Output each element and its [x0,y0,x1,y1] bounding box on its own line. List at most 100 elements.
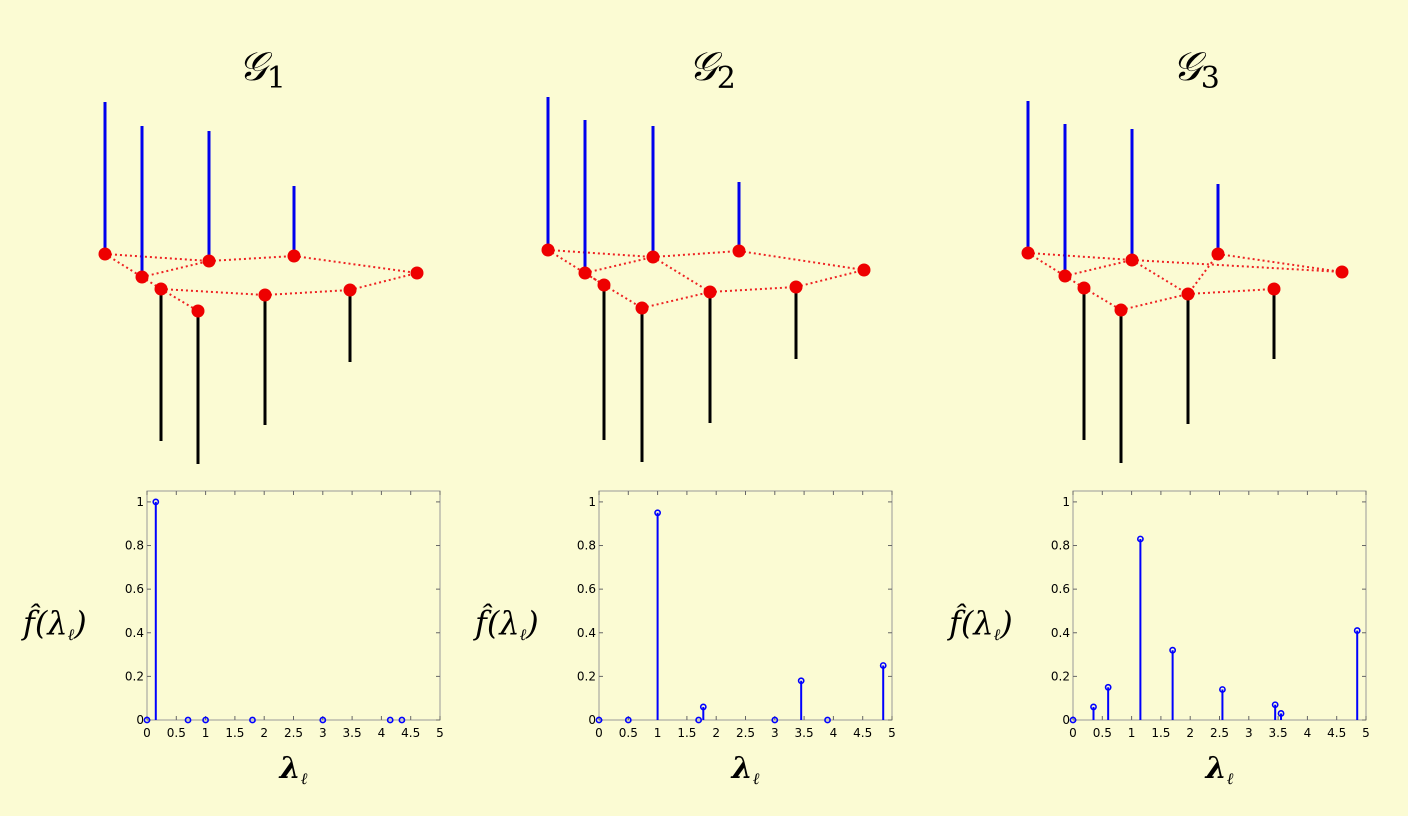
panel-title: 𝒢2 [688,44,736,96]
y-tick-label: 0 [588,713,596,727]
y-tick-label: 0.6 [125,582,144,596]
stem-point [1104,683,1112,691]
y-tick-label: 0.6 [577,582,596,596]
y-axis-label: f̂(λℓ) [947,603,1013,644]
graph-edge [738,250,865,271]
stem-point [202,716,209,724]
x-tick-label: 0 [143,726,151,740]
graph-vertex [1058,269,1072,283]
x-tick-label: 0.5 [167,726,186,740]
graph-vertex [258,288,272,302]
stem-point [797,677,805,685]
graph-edge [641,291,711,309]
graph-edge [1131,259,1343,273]
stem-point [249,716,256,724]
y-axis-label-close: ) [525,604,538,642]
graph-vertex [703,285,717,299]
x-axis-label: λℓ [730,751,760,788]
x-tick-label: 3 [771,726,779,740]
x-tick-label: 4.5 [401,726,420,740]
x-tick-label: 0.5 [619,726,638,740]
x-tick-label: 3.5 [343,726,362,740]
graph-vertex [1211,247,1225,261]
graph-edge [584,272,605,286]
x-tick-label: 2 [712,726,720,740]
y-tick-label: 0.4 [577,626,596,640]
x-tick-label: 4 [378,726,386,740]
x-tick-label: 1.5 [1151,726,1170,740]
stem-point [824,716,831,724]
stem-point [654,509,661,517]
stem-point [699,703,707,711]
panel-title: 𝒢3 [1172,44,1220,96]
x-axis-label: λℓ [278,751,308,788]
graph-edge [603,284,643,309]
x-tick-label: 0.5 [1093,726,1112,740]
x-tick-label: 1 [202,726,210,740]
graph-vertex [98,247,112,261]
x-tick-label: 1 [1128,726,1136,740]
graph-vertex [597,278,611,292]
y-axis-label-close: ) [999,604,1012,642]
stem-point [184,716,192,724]
graph-edge [104,253,143,278]
graph-edge [349,272,418,291]
x-tick-label: 4.5 [1327,726,1346,740]
x-tick-label: 0 [595,726,603,740]
graph-vertex [410,266,424,280]
panel-title-subscript: 3 [1201,61,1220,96]
x-tick-label: 5 [888,726,896,740]
graph-vertex [646,250,660,264]
x-tick-label: 4.5 [853,726,872,740]
stem-point [771,716,779,724]
y-tick-label: 0.6 [1051,582,1070,596]
stem-point [386,716,394,724]
graph-vertex [154,282,168,296]
graph-vertex [857,263,871,277]
y-axis-label-subscript: ℓ [68,625,75,644]
graph-edge [264,289,351,296]
x-tick-label: 2 [1186,726,1194,740]
graph-vertex [1181,287,1195,301]
y-axis-label: f̂(λℓ) [473,603,539,644]
stem-point [1090,703,1097,711]
y-tick-label: 0.8 [1051,539,1070,553]
graph-edge [1064,275,1085,289]
graph-vertex [135,270,149,284]
graph-vertex [191,304,205,318]
graph-edge [1187,288,1275,295]
graph-edge [795,269,865,288]
x-tick-label: 2 [260,726,268,740]
y-tick-label: 0.8 [577,539,596,553]
stem-point [1169,646,1177,654]
y-tick-label: 0.4 [125,626,144,640]
y-tick-label: 1 [136,495,144,509]
graph-edge [709,286,797,293]
panel-1: 𝒢1 0 0.5 1 1.5 2 2.5 3 3.5 4 4.5 5 0 0.2 0.4 0.6 0.8 1 λℓ f… [21,44,444,788]
stem-point [1353,627,1361,634]
stem-point [319,716,327,724]
graph-edge [293,255,418,274]
stem-point [595,716,603,724]
plot-frame [598,490,893,721]
graph-vertex [1267,282,1281,296]
graph-vertex [732,244,746,258]
stem-point [398,716,406,724]
stem-point [1277,710,1285,717]
graph-edge [584,256,654,274]
graph-vertex [1114,303,1128,317]
stem-point [1136,535,1144,543]
x-tick-label: 0 [1069,726,1077,740]
graph-vertex [1125,253,1139,267]
plot-frame [146,490,441,721]
y-axis-label-subscript: ℓ [520,625,527,644]
x-tick-label: 5 [436,726,444,740]
x-axis-label: λℓ [1204,751,1234,788]
y-tick-label: 0.4 [1051,626,1070,640]
panel-title-subscript: 2 [717,61,736,96]
y-tick-label: 0.2 [577,669,596,683]
graph-edge [160,288,266,296]
x-tick-label: 4 [1304,726,1312,740]
x-axis-label-subscript: ℓ [1227,769,1234,788]
